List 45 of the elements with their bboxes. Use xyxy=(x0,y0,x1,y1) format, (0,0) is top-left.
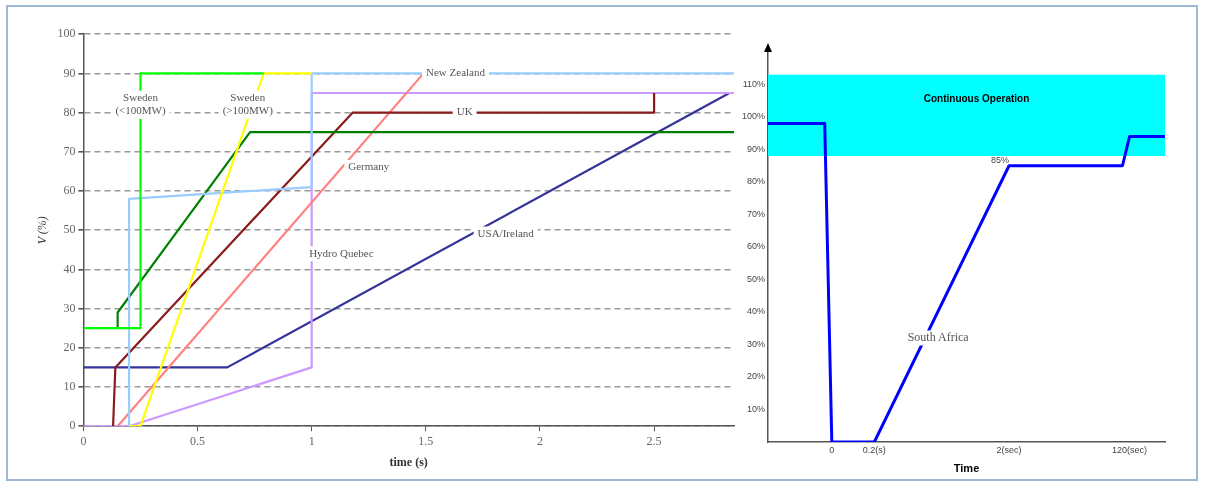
x-axis-title: time (s) xyxy=(389,454,428,469)
series-label: Sweden (>100MW) xyxy=(222,91,274,118)
x-tick-label: 0 xyxy=(80,433,87,448)
y-tick-label: 10% xyxy=(747,403,766,414)
series-label: New Zealand xyxy=(426,66,486,79)
band-label: Continuous Operation xyxy=(923,92,1030,104)
series-label: South Africa xyxy=(907,330,970,345)
y-tick-label: 100% xyxy=(741,111,766,122)
y-tick-label: 80 xyxy=(63,104,76,119)
y-tick-label: 70 xyxy=(63,143,76,158)
y-tick-label: 40 xyxy=(63,261,76,276)
y-tick-label: 40% xyxy=(747,306,766,317)
y-tick-label: 100 xyxy=(57,26,76,41)
y-tick-label: 10 xyxy=(63,379,76,394)
series-label: Hydro Quebec xyxy=(309,246,374,259)
y-tick-label: 110% xyxy=(742,78,766,89)
x-axis-title: Time xyxy=(953,462,980,475)
y-tick-label: 90 xyxy=(63,65,76,80)
y-tick-label: 50 xyxy=(63,222,76,237)
y-tick-label: 20 xyxy=(63,339,76,354)
x-tick-label: 0.2(s) xyxy=(862,444,886,455)
y-tick-label: 60 xyxy=(63,183,76,198)
y-tick-label: 30 xyxy=(63,300,76,315)
series-label: USA/Ireland xyxy=(477,227,535,240)
y-tick-label: 60% xyxy=(747,241,766,252)
series-label: UK xyxy=(456,105,473,118)
y-tick-label: 90% xyxy=(747,143,766,154)
y-axis-title: V (%) xyxy=(35,216,50,245)
y-tick-label: 50% xyxy=(747,273,766,284)
y-tick-label: 80% xyxy=(747,176,766,187)
annotation: 85% xyxy=(991,154,1010,165)
y-tick-label: 70% xyxy=(747,208,766,219)
y-tick-label: 20% xyxy=(747,371,766,382)
x-tick-label: 2 xyxy=(536,433,543,448)
x-tick-label: 1.5 xyxy=(418,433,434,448)
x-tick-label: 0 xyxy=(829,444,835,455)
series-label: Sweden (<100MW) xyxy=(115,91,166,118)
x-tick-label: 120(sec) xyxy=(1112,444,1148,455)
y-tick-label: 0 xyxy=(69,418,76,433)
x-tick-label: 1 xyxy=(308,433,315,448)
x-tick-label: 2(sec) xyxy=(996,444,1022,455)
x-tick-label: 0.5 xyxy=(190,433,206,448)
x-tick-label: 2.5 xyxy=(646,433,662,448)
series-label: Germany xyxy=(348,160,390,173)
y-tick-label: 30% xyxy=(747,338,766,349)
